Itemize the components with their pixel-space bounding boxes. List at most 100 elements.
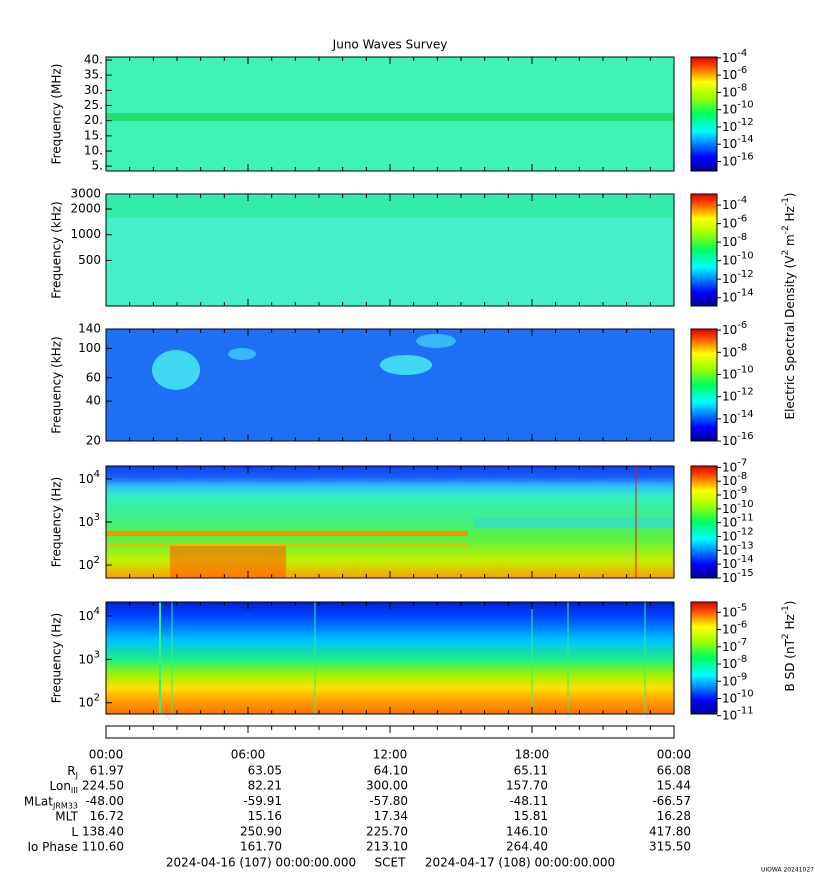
tick-exp: -16 xyxy=(737,431,753,442)
time-label: 06:00 xyxy=(231,748,266,762)
y-axis-label: Frequency (Hz) xyxy=(50,613,64,704)
tick-exp: -4 xyxy=(737,195,747,206)
tick-exp: 3 xyxy=(94,649,100,660)
ephemeris-label: Io Phase xyxy=(27,840,78,854)
tick-base: 10 xyxy=(722,434,737,448)
colorbar-tick-label: 10-6 xyxy=(722,213,747,230)
tick-exp: 2 xyxy=(94,555,100,566)
chart-title: Juno Waves Survey xyxy=(332,38,448,52)
y-tick-label: 100 xyxy=(78,341,101,355)
tick-base: 10 xyxy=(722,501,737,515)
y-axis-label: Frequency (kHz) xyxy=(50,201,64,298)
start-time: 2024-04-16 (107) 00:00:00.000 xyxy=(166,856,356,870)
tick-exp: -8 xyxy=(737,342,747,353)
label-part: Hz xyxy=(783,614,797,633)
colorbar-tick-label: 10-14 xyxy=(722,554,754,571)
ephemeris-value: -48.11 xyxy=(509,794,548,808)
ephemeris-value: 16.72 xyxy=(90,809,124,823)
tick-exp: -8 xyxy=(737,654,747,665)
tick-base: 10 xyxy=(78,471,93,485)
ephemeris-label: MLT xyxy=(55,809,78,823)
tick-base: 10 xyxy=(722,639,737,653)
colorbar-tick-label: 10-6 xyxy=(722,65,747,82)
ephemeris-value: 213.10 xyxy=(366,840,408,854)
ephemeris-value: 65.11 xyxy=(514,764,548,778)
y-tick-label: 5. xyxy=(92,159,103,173)
label-part: Lon xyxy=(50,779,71,793)
colorbar-tick-label: 10-6 xyxy=(722,619,747,636)
scet-label: SCET xyxy=(375,856,407,870)
tick-base: 10 xyxy=(722,253,737,267)
tick-base: 10 xyxy=(722,85,737,99)
tick-base: 10 xyxy=(722,657,737,671)
ephemeris-value: 315.50 xyxy=(649,840,691,854)
colorbar-label: B SD (nT2 Hz-1) xyxy=(781,601,797,692)
y-tick-label: 1000 xyxy=(70,227,101,241)
ephemeris-value: 66.08 xyxy=(657,764,691,778)
y-axis-label: Frequency (Hz) xyxy=(50,477,64,568)
tick-exp: -10 xyxy=(737,99,753,110)
blob xyxy=(152,350,200,390)
time-label: 12:00 xyxy=(373,748,408,762)
colorbar-tick-label: 10-12 xyxy=(722,526,754,543)
tick-base: 10 xyxy=(722,345,737,359)
ephemeris-label: L xyxy=(71,824,78,838)
credit: UIOWA 20241027 xyxy=(761,867,814,874)
tick-base: 10 xyxy=(722,411,737,425)
label-part: L xyxy=(71,824,78,838)
ephemeris-value: 157.70 xyxy=(506,779,548,793)
spectrograms xyxy=(106,57,674,714)
y-axis-label: Frequency (MHz) xyxy=(50,64,64,165)
colorbar xyxy=(690,193,718,307)
tick-exp: -8 xyxy=(737,232,747,243)
label-part: J xyxy=(75,771,78,780)
blob xyxy=(380,355,432,375)
label-part: ) xyxy=(783,192,797,197)
colorbar-tick-label: 10-8 xyxy=(722,471,747,488)
colorbar-tick-label: 10-7 xyxy=(722,457,747,474)
colorbar-tick-label: 10-10 xyxy=(722,250,754,267)
y-tick-label: 140 xyxy=(78,322,101,336)
tick-base: 10 xyxy=(722,137,737,151)
colorbar-tick-label: 10-8 xyxy=(722,232,747,249)
tick-base: 10 xyxy=(78,695,93,709)
ephemeris-value: -66.57 xyxy=(652,794,691,808)
tick-exp: -6 xyxy=(737,65,747,76)
tick-exp: -11 xyxy=(737,512,753,523)
ephemeris-value: 15.81 xyxy=(514,809,548,823)
label-part: Hz xyxy=(783,206,797,225)
time-label: 18:00 xyxy=(515,748,550,762)
spectrogram xyxy=(106,602,674,714)
blob xyxy=(228,348,256,360)
ephemeris-value: 225.70 xyxy=(366,824,408,838)
y-tick-label: 104 xyxy=(78,468,100,485)
tick-base: 10 xyxy=(722,515,737,529)
ephemeris-label: RJ xyxy=(67,764,78,781)
tick-base: 10 xyxy=(722,529,737,543)
colorbar-tick-label: 10-10 xyxy=(722,688,754,705)
tick-exp: -12 xyxy=(737,269,753,280)
ephemeris-value: 16.28 xyxy=(657,809,691,823)
colorbar-tick-label: 10-10 xyxy=(722,364,754,381)
colorbar-tick-label: 10-14 xyxy=(722,287,754,304)
y-tick-label: 60 xyxy=(86,370,101,384)
tick-base: 10 xyxy=(722,571,737,585)
label-part: Io Phase xyxy=(27,840,78,854)
tick-exp: -8 xyxy=(737,82,747,93)
ephemeris-value: 17.34 xyxy=(374,809,408,823)
colorbar-tick-label: 10-8 xyxy=(722,342,747,359)
colorbar-tick-label: 10-9 xyxy=(722,485,747,502)
tick-base: 10 xyxy=(722,708,737,722)
tick-base: 10 xyxy=(722,198,737,212)
colorbar-tick-label: 10-12 xyxy=(722,116,754,133)
y-tick-label: 25. xyxy=(84,98,103,112)
tick-exp: -10 xyxy=(737,688,753,699)
y-tick-label: 35. xyxy=(84,68,103,82)
tick-base: 10 xyxy=(722,691,737,705)
colorbar-tick-label: 10-11 xyxy=(722,512,754,529)
y-tick-label: 500 xyxy=(78,253,101,267)
label-part: III xyxy=(71,786,78,795)
tick-exp: 3 xyxy=(94,512,100,523)
tick-exp: -5 xyxy=(737,602,747,613)
colorbar-tick-label: 10-10 xyxy=(722,498,754,515)
